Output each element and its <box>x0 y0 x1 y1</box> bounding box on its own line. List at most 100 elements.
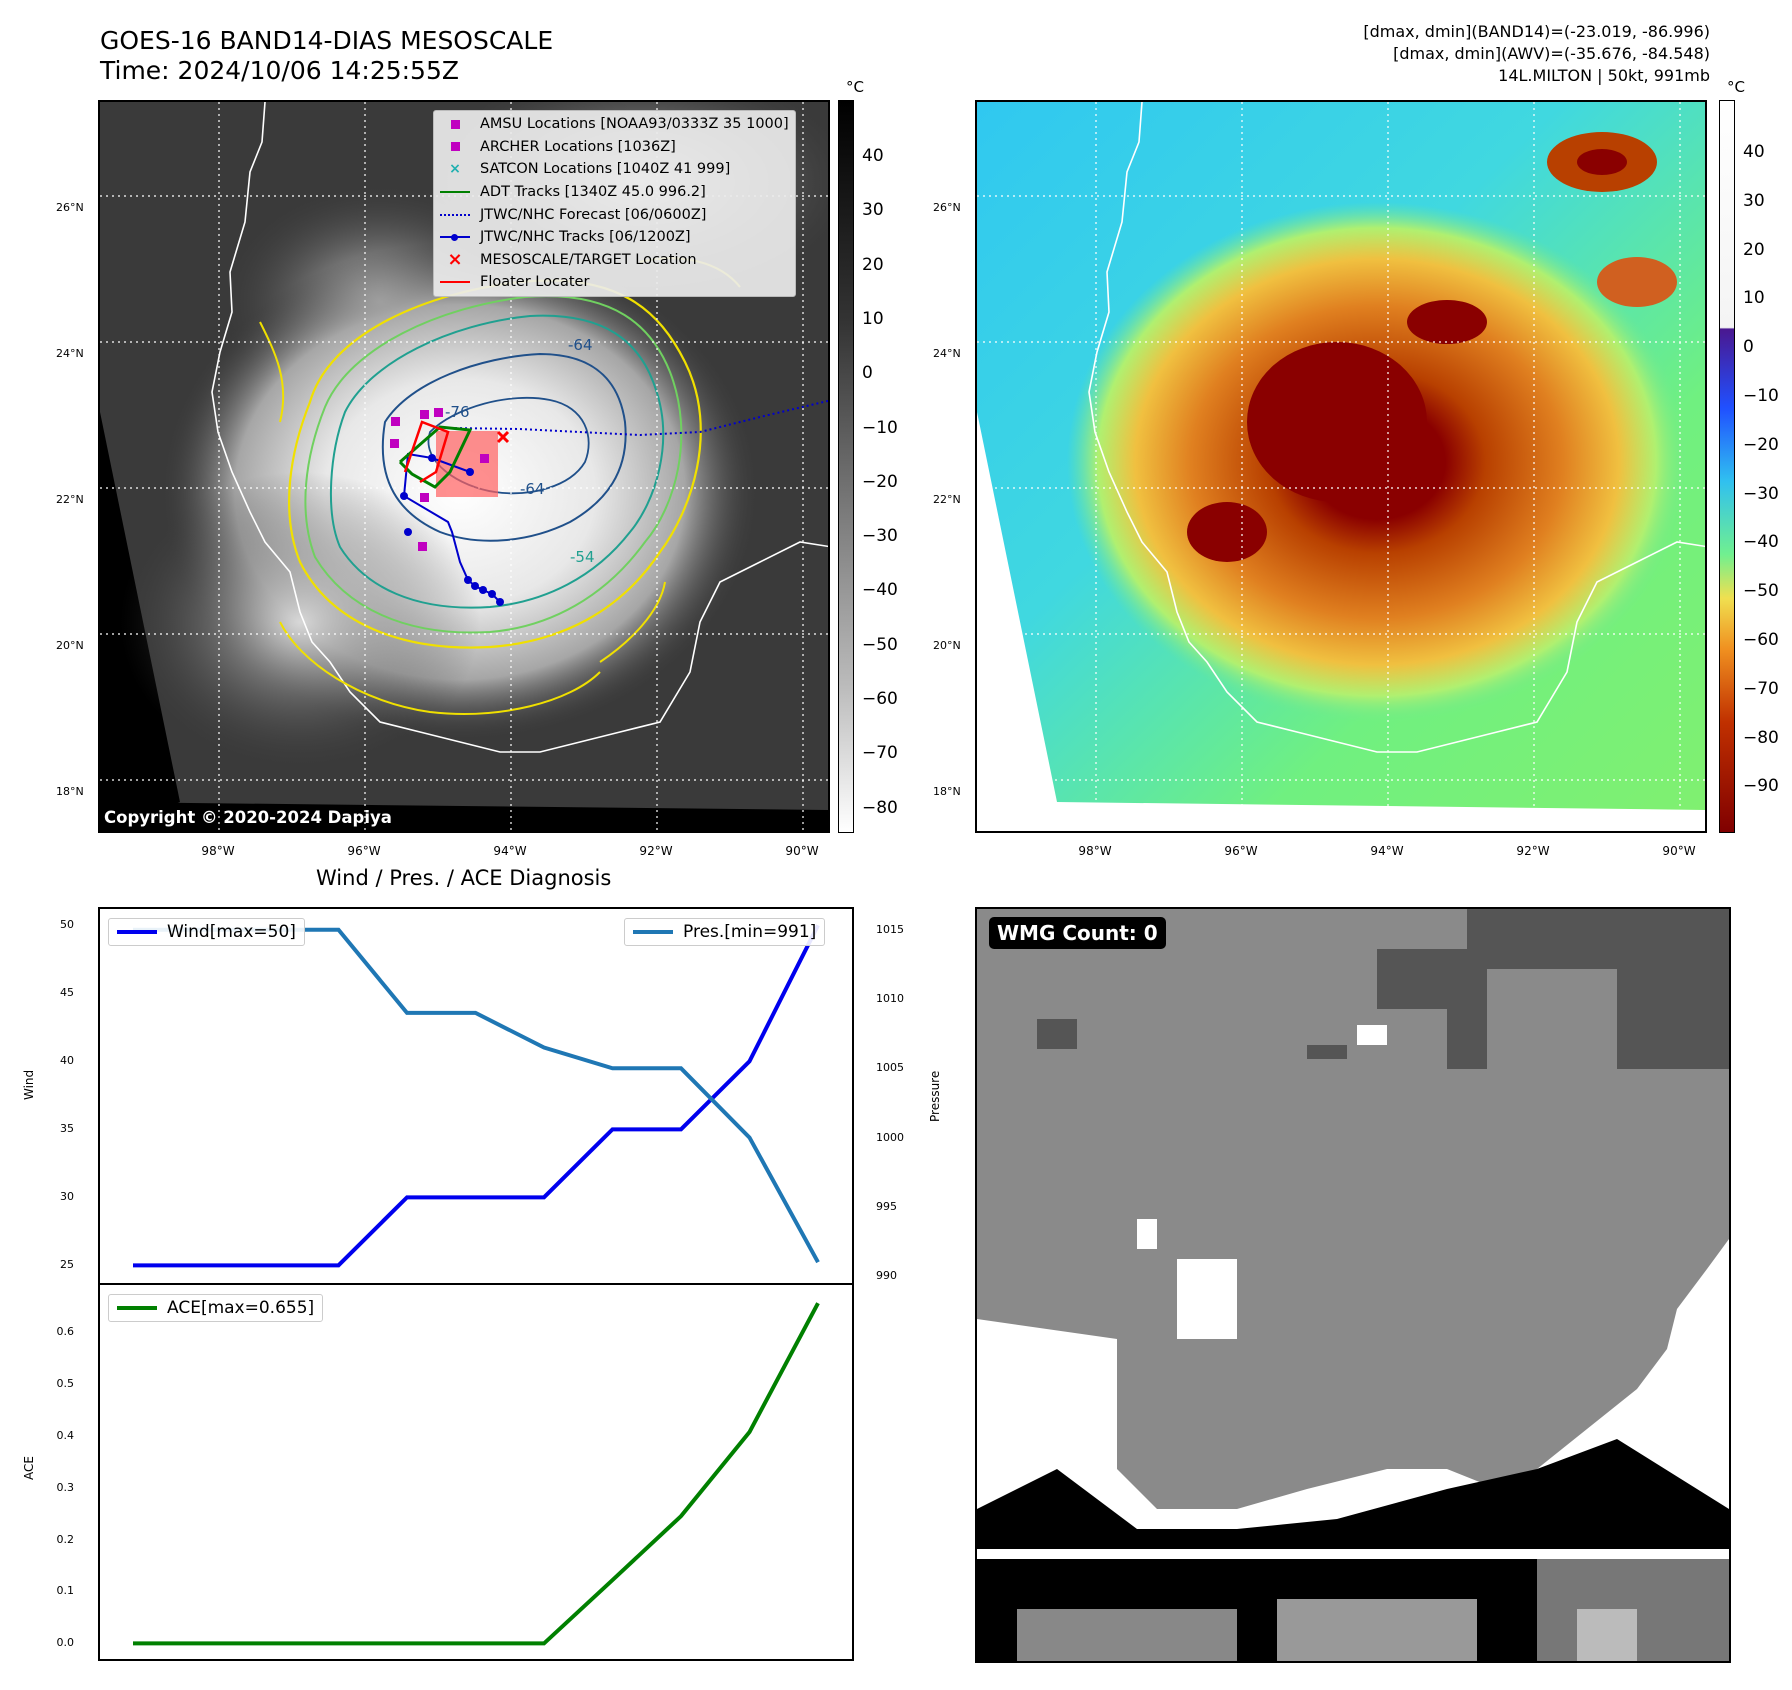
ir-colorbar-tick-12: −80 <box>862 797 898 818</box>
pres-tick-1005: 1005 <box>876 1061 904 1075</box>
awv-lon-92: 92°W <box>1516 844 1550 858</box>
awv-lat-22: 22°N <box>933 493 961 506</box>
awv-colorbar-tick-1: 30 <box>1743 190 1765 211</box>
ir-map-image: -76 -64 -54 -64 <box>100 102 828 831</box>
diagnosis-title: Wind / Pres. / ACE Diagnosis <box>316 866 612 890</box>
awv-colorbar-tick-5: −10 <box>1743 386 1779 406</box>
ir-colorbar-tick-4: 0 <box>862 363 873 384</box>
contour-label-54: -54 <box>570 548 595 566</box>
wind-tick-35: 35 <box>60 1122 74 1136</box>
awv-colorbar-tick-13: −90 <box>1743 776 1779 797</box>
legend-archer: ARCHER Locations [1036Z] <box>440 136 789 159</box>
wind-tick-30: 30 <box>60 1190 74 1204</box>
awv-colorbar <box>1719 100 1735 833</box>
ace-tick-0.0: 0.0 <box>56 1636 75 1650</box>
ir-lon-90: 90°W <box>785 844 819 858</box>
ace-tick-0.5: 0.5 <box>56 1376 75 1390</box>
figure-time: Time: 2024/10/06 14:25:55Z <box>100 56 459 85</box>
ir-lat-20: 20°N <box>56 639 84 652</box>
ir-colorbar-tick-11: −70 <box>862 743 898 764</box>
awv-colorbar-tick-2: 20 <box>1743 239 1765 260</box>
wmg-image <box>977 909 1729 1661</box>
ace-plot <box>133 1302 820 1646</box>
figure-title: GOES-16 BAND14-DIAS MESOSCALE <box>100 26 554 55</box>
series-wind-line <box>133 924 820 1268</box>
pres-tick-995: 995 <box>876 1199 897 1213</box>
ir-lat-24: 24°N <box>56 347 84 360</box>
pres-tick-990: 990 <box>876 1269 897 1283</box>
pres-tick-1015: 1015 <box>876 922 904 936</box>
awv-lat-18: 18°N <box>933 785 961 798</box>
ir-colorbar-tick-10: −60 <box>862 689 898 709</box>
ir-colorbar-tick-1: 30 <box>862 200 884 221</box>
wmg-panel <box>975 907 1731 1663</box>
ir-lon-92: 92°W <box>639 844 673 858</box>
awv-colorbar-tick-0: 40 <box>1743 142 1765 162</box>
awv-map-image <box>977 102 1705 831</box>
ir-colorbar-tick-5: −10 <box>862 417 898 438</box>
ir-colorbar-tick-2: 20 <box>862 254 884 275</box>
ir-colorbar-tick-9: −50 <box>862 634 898 655</box>
wind-tick-50: 50 <box>60 918 74 932</box>
ir-colorbar-tick-3: 10 <box>862 308 884 329</box>
storm-info: 14L.MILTON | 50kt, 991mb <box>1498 66 1710 85</box>
ir-colorbar-tick-6: −20 <box>862 471 898 492</box>
legend-jtwc-forecast: JTWC/NHC Forecast [06/0600Z] <box>440 203 789 226</box>
awv-map-panel <box>975 100 1707 833</box>
ir-lat-18: 18°N <box>56 785 84 798</box>
legend-amsu: AMSU Locations [NOAA93/0333Z 35 1000] <box>440 113 789 136</box>
awv-colorbar-tick-9: −50 <box>1743 581 1779 602</box>
awv-lon-98: 98°W <box>1078 844 1112 858</box>
awv-colorbar-tick-4: 0 <box>1743 337 1754 358</box>
ir-lat-26: 26°N <box>56 201 84 214</box>
ir-lon-94: 94°W <box>493 844 527 858</box>
wind-tick-40: 40 <box>60 1054 74 1068</box>
awv-colorbar-tick-11: −70 <box>1743 678 1779 699</box>
map-legend: AMSU Locations [NOAA93/0333Z 35 1000] AR… <box>433 110 796 297</box>
contour-label-76: -76 <box>445 403 470 421</box>
ir-colorbar-tick-7: −30 <box>862 526 898 547</box>
ace-tick-0.2: 0.2 <box>56 1532 75 1546</box>
legend-jtwc-tracks: JTWC/NHC Tracks [06/1200Z] <box>440 226 789 249</box>
wind-pres-plot <box>133 924 820 1268</box>
legend-satcon: × SATCON Locations [1040Z 41 999] <box>449 161 731 178</box>
series-ace-line <box>133 1302 820 1646</box>
ir-colorbar-unit: °C <box>846 78 864 96</box>
pres-axis-label: Pressure <box>928 1070 942 1122</box>
wind-tick-25: 25 <box>60 1258 74 1272</box>
awv-colorbar-unit: °C <box>1727 78 1745 96</box>
ace-tick-0.1: 0.1 <box>56 1584 75 1598</box>
wmg-count-badge: WMG Count: 0 <box>989 917 1166 949</box>
legend-adt: ADT Tracks [1340Z 45.0 996.2] <box>440 181 789 204</box>
awv-lat-26: 26°N <box>933 201 961 214</box>
awv-lat-20: 20°N <box>933 639 961 652</box>
dmax-band14-info: [dmax, dmin](BAND14)=(-23.019, -86.996) <box>1363 22 1710 41</box>
copyright-text: Copyright © 2020-2024 Dapiya <box>104 808 392 827</box>
ir-lat-22: 22°N <box>56 493 84 506</box>
awv-colorbar-tick-8: −40 <box>1743 532 1779 553</box>
awv-colorbar-tick-7: −30 <box>1743 483 1779 504</box>
ir-colorbar-tick-0: 40 <box>862 146 884 166</box>
ir-lon-96: 96°W <box>347 844 381 858</box>
ace-tick-0.4: 0.4 <box>56 1428 75 1442</box>
ir-colorbar <box>838 100 854 833</box>
ace-tick-0.3: 0.3 <box>56 1480 75 1494</box>
awv-lon-94: 94°W <box>1370 844 1404 858</box>
dmax-awv-info: [dmax, dmin](AWV)=(-35.676, -84.548) <box>1393 44 1710 63</box>
ace-legend: ACE[max=0.655] <box>108 1294 324 1322</box>
wind-pres-chart <box>98 907 854 1285</box>
awv-colorbar-tick-6: −20 <box>1743 434 1779 455</box>
legend-floater: Floater Locater <box>440 271 789 294</box>
ace-chart <box>98 1283 854 1661</box>
ace-tick-0.6: 0.6 <box>56 1324 75 1338</box>
contour-label-64b: -64 <box>520 480 545 498</box>
pres-legend: Pres.[min=991] <box>624 918 826 946</box>
wind-legend: Wind[max=50] <box>108 918 305 946</box>
wind-axis-label: Wind <box>22 1069 36 1100</box>
pres-tick-1010: 1010 <box>876 992 904 1006</box>
awv-colorbar-tick-10: −60 <box>1743 630 1779 650</box>
legend-mesoscale: × MESOSCALE/TARGET Location <box>447 249 697 271</box>
ir-lon-98: 98°W <box>201 844 235 858</box>
awv-lon-96: 96°W <box>1224 844 1258 858</box>
awv-lon-90: 90°W <box>1662 844 1696 858</box>
